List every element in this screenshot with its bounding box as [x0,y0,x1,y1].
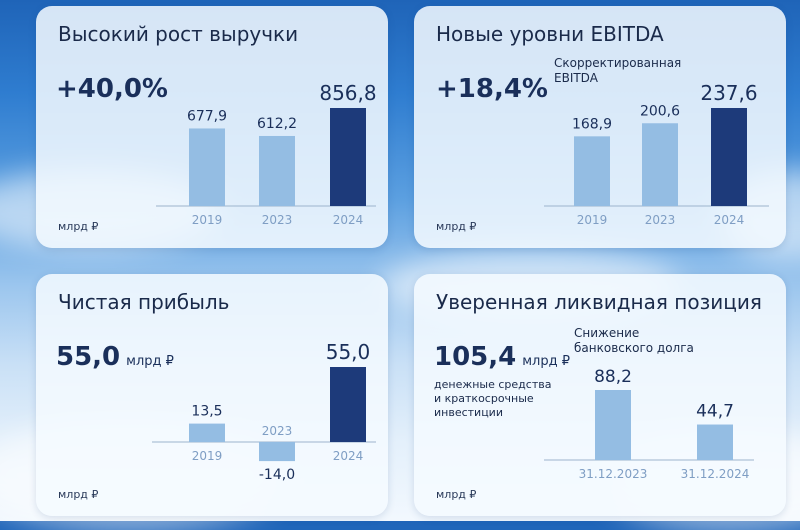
ebitda-bar-2 [711,108,747,206]
ebitda-tick-label-0: 2019 [577,213,608,227]
liquidity-title: Уверенная ликвидная позиция [436,290,762,314]
profit-value-label-2: 55,0 [326,340,371,364]
liquidity-note: денежные средства и краткосрочные инвест… [434,378,551,420]
liquidity-value-unit: млрд ₽ [522,354,571,369]
profit-tick-label-2: 2024 [333,449,364,463]
ebitda-subtitle-line2: EBITDA [554,71,598,85]
liquidity-tick-label-1: 31.12.2024 [681,467,750,481]
liquidity-note-line2: и краткосрочные [434,392,534,405]
liquidity-subtitle-line1: Снижение [574,326,640,340]
revenue-unit: млрд ₽ [58,220,99,233]
ebitda-panel: Новые уровни EBITDA +18,4% Скорректирова… [414,6,786,248]
revenue-chart: 677,9 2019 612,2 2023 856,8 2024 [156,81,377,227]
ebitda-unit: млрд ₽ [436,220,477,233]
profit-value-label-1: -14,0 [259,467,295,483]
liquidity-tick-label-0: 31.12.2023 [579,467,648,481]
liquidity-chart: 88,2 31.12.2023 44,7 31.12.2024 [544,367,754,481]
ebitda-chart: 168,9 2019 200,6 2023 237,6 2024 [544,81,769,227]
liquidity-bar-0 [595,390,631,460]
ebitda-value-label-2: 237,6 [700,81,757,105]
liquidity-value-label-0: 88,2 [594,367,632,387]
revenue-growth: +40,0% [56,74,168,104]
ebitda-bar-1 [642,123,678,206]
revenue-title: Высокий рост выручки [58,22,299,46]
ebitda-tick-label-1: 2023 [645,213,676,227]
revenue-bar-0 [189,128,225,206]
ebitda-growth: +18,4% [436,74,548,104]
revenue-tick-label-2: 2024 [333,213,364,227]
liquidity-note-line3: инвестиции [434,406,503,419]
liquidity-bar-1 [697,424,733,460]
liquidity-value-number: 105,4 [434,342,517,372]
ebitda-subtitle: Скорректированная EBITDA [554,56,681,86]
revenue-panel: Высокий рост выручки +40,0% 677,9 2019 612… [36,6,388,248]
liquidity-subtitle: Снижение банковского долга [574,326,694,356]
revenue-value-label-2: 856,8 [319,81,376,105]
revenue-bar-1 [259,135,295,206]
ebitda-value-label-1: 200,6 [640,103,680,119]
profit-title: Чистая прибыль [58,290,230,314]
liquidity-panel: Уверенная ликвидная позиция 105,4 млрд ₽ … [414,274,786,516]
revenue-value-label-0: 677,9 [187,108,227,124]
ebitda-tick-label-2: 2024 [714,213,745,227]
profit-tick-label-1: 2023 [262,424,293,438]
profit-bar-2 [330,367,366,442]
liquidity-value-label-1: 44,7 [696,402,734,422]
revenue-tick-label-1: 2023 [262,213,293,227]
liquidity-note-line1: денежные средства [434,378,552,391]
profit-value-label-0: 13,5 [191,404,222,420]
profit-bar-0 [189,423,225,442]
revenue-tick-label-0: 2019 [192,213,223,227]
profit-chart: 13,5 2019 -14,0 2023 55,0 2024 [152,340,376,483]
revenue-bar-2 [330,108,366,206]
ebitda-subtitle-line1: Скорректированная [554,56,682,70]
ebitda-title: Новые уровни EBITDA [436,22,664,46]
ebitda-value-label-0: 168,9 [572,116,612,132]
profit-value-number: 55,0 [56,342,121,372]
profit-value: 55,0 млрд ₽ [56,342,174,372]
liquidity-subtitle-line2: банковского долга [574,341,694,355]
ebitda-bar-0 [574,136,610,206]
liquidity-unit: млрд ₽ [436,488,477,501]
profit-panel: Чистая прибыль 55,0 млрд ₽ 13,5 2019 -14,0 2… [36,274,388,516]
revenue-value-label-1: 612,2 [257,116,297,132]
liquidity-value: 105,4 млрд ₽ [434,342,570,372]
profit-tick-label-0: 2019 [192,449,223,463]
profit-value-unit: млрд ₽ [126,354,174,369]
profit-bar-1 [259,442,295,462]
profit-unit: млрд ₽ [58,488,99,501]
